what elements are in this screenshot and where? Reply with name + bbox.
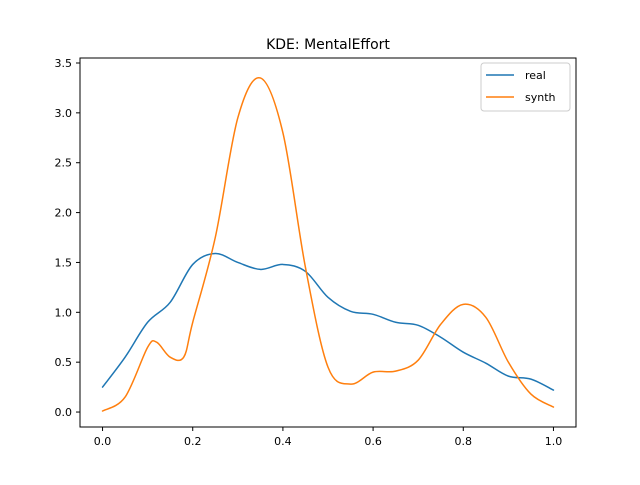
x-tick-label: 0.0 bbox=[94, 435, 112, 448]
y-tick-label: 1.0 bbox=[55, 306, 73, 319]
legend-label-synth: synth bbox=[525, 91, 556, 104]
plot-frame bbox=[79, 57, 577, 428]
x-tick-label: 0.8 bbox=[455, 435, 473, 448]
legend-label-real: real bbox=[525, 69, 546, 82]
y-tick-label: 0.0 bbox=[55, 406, 73, 419]
y-tick-label: 2.0 bbox=[55, 207, 73, 220]
legend: real synth bbox=[480, 62, 571, 112]
y-tick-label: 1.5 bbox=[55, 256, 73, 269]
x-tick-label: 0.2 bbox=[184, 435, 202, 448]
y-tick-label: 3.0 bbox=[55, 107, 73, 120]
x-tick-label: 0.6 bbox=[364, 435, 382, 448]
x-tick-label: 0.4 bbox=[274, 435, 292, 448]
series-layer bbox=[101, 77, 555, 412]
x-axis: 0.0 0.2 0.4 0.6 0.8 1.0 bbox=[94, 427, 562, 448]
y-axis: 0.0 0.5 1.0 1.5 2.0 2.5 3.0 3.5 bbox=[55, 57, 80, 419]
y-tick-label: 2.5 bbox=[55, 157, 73, 170]
y-tick-label: 0.5 bbox=[55, 356, 73, 369]
y-tick-label: 3.5 bbox=[55, 57, 73, 70]
x-tick-label: 1.0 bbox=[545, 435, 563, 448]
series-line-synth bbox=[101, 77, 555, 412]
series-line-real bbox=[101, 252, 555, 391]
chart-title: KDE: MentalEffort bbox=[266, 37, 390, 53]
